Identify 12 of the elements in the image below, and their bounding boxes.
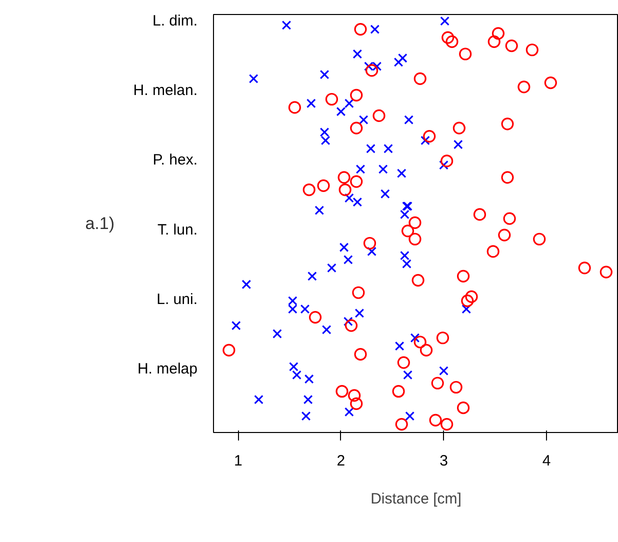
x-tick-label: 3	[440, 452, 448, 470]
text: T. lun.	[157, 221, 198, 238]
text: L. uni.	[156, 290, 198, 308]
text: H. melap	[137, 360, 198, 378]
text: a.1)	[85, 214, 115, 233]
text: L. dim.	[152, 12, 198, 30]
text: H. melan.	[133, 82, 198, 99]
x-axis-title: Distance [cm]	[370, 490, 462, 508]
text: P. hex.	[152, 152, 198, 169]
x-tick-label: 1	[234, 452, 242, 470]
x-tick-label: 2	[336, 452, 346, 470]
x-tick-label: 4	[542, 452, 551, 470]
